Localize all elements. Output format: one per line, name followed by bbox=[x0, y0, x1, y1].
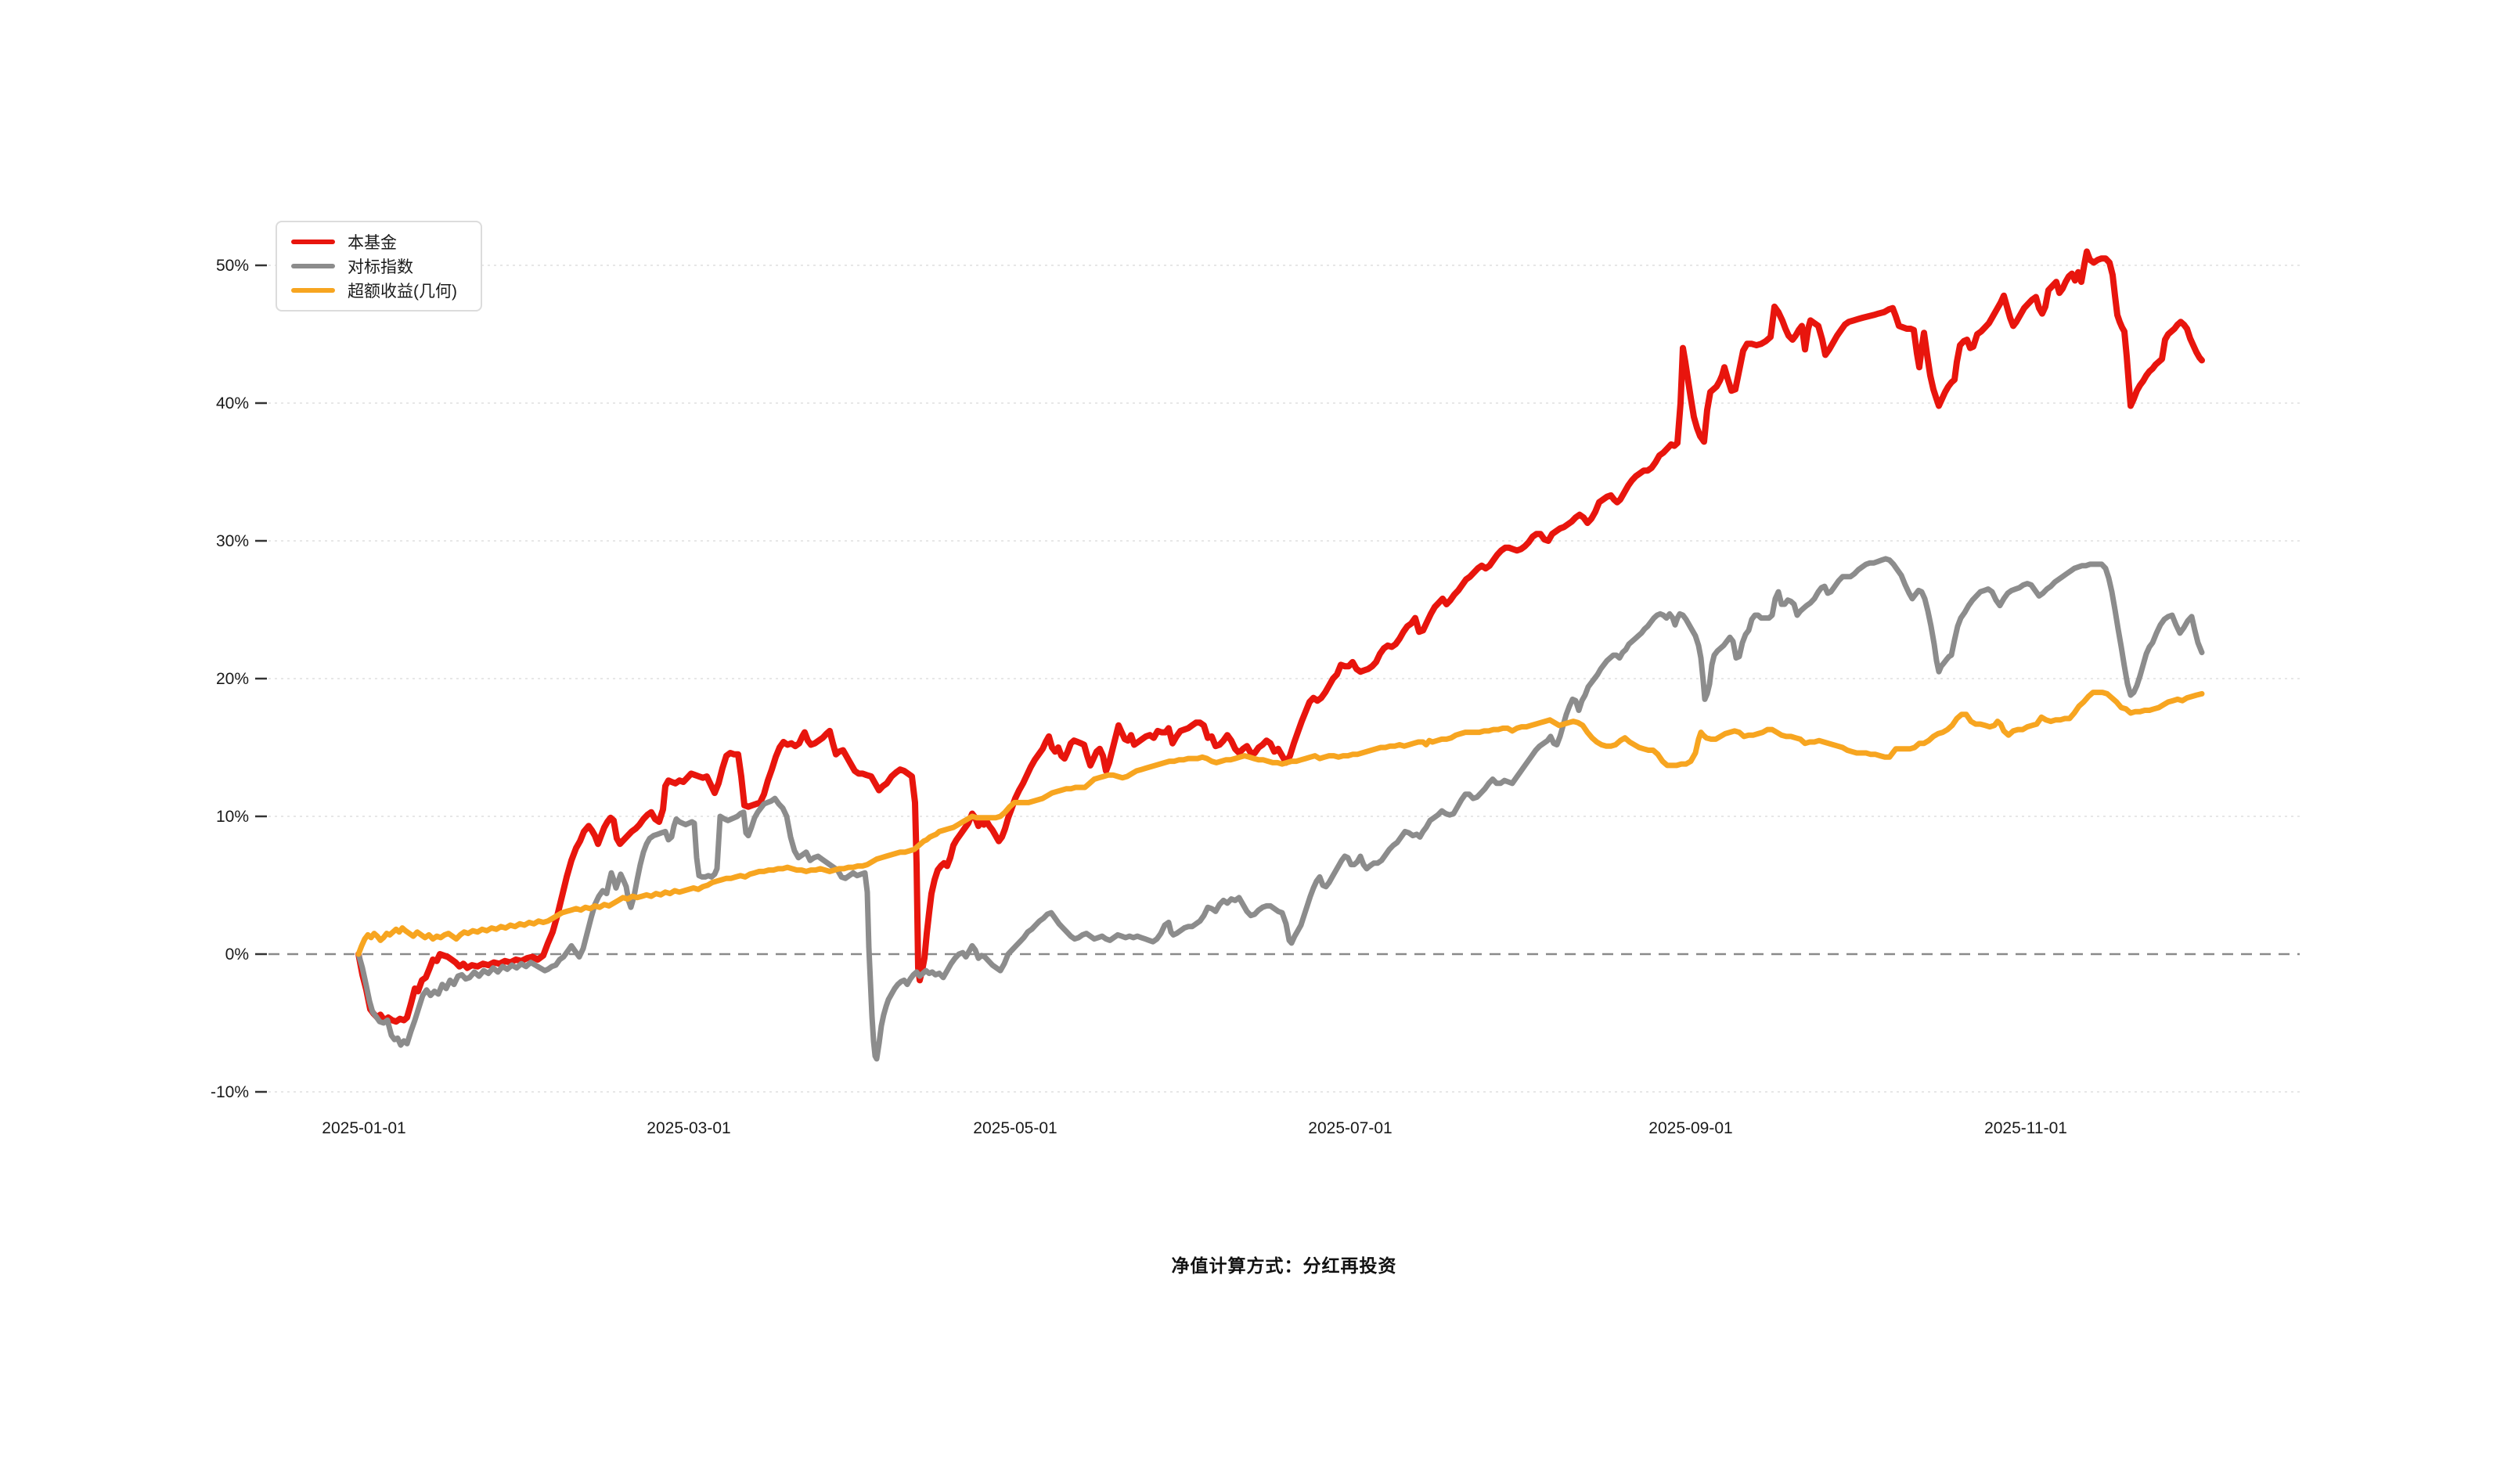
legend-label: 超额收益(几何) bbox=[348, 282, 457, 301]
legend-item-1[interactable]: 对标指数 bbox=[291, 254, 467, 279]
x-axis-label: 2025-11-01 bbox=[1984, 1119, 2067, 1137]
y-axis-label: 30% bbox=[216, 532, 249, 550]
x-axis-label: 2025-03-01 bbox=[647, 1119, 730, 1137]
series-line-1 bbox=[355, 556, 2205, 1062]
x-axis-label: 2025-05-01 bbox=[973, 1119, 1057, 1137]
legend-swatch-icon bbox=[291, 287, 335, 293]
legend-label: 对标指数 bbox=[348, 258, 413, 276]
legend-item-2[interactable]: 超额收益(几何) bbox=[291, 278, 467, 302]
y-axis-label: -10% bbox=[211, 1083, 249, 1101]
y-axis-label: 50% bbox=[216, 257, 249, 275]
nav-method-caption: 净值计算方式：分红再投资 bbox=[1171, 1255, 1397, 1276]
x-axis-label: 2025-01-01 bbox=[322, 1119, 405, 1137]
x-axis-label: 2025-09-01 bbox=[1648, 1119, 1732, 1137]
series-line-0 bbox=[355, 248, 2205, 1025]
y-axis-label: 20% bbox=[216, 670, 249, 688]
x-axis-label: 2025-07-01 bbox=[1308, 1119, 1392, 1137]
series-line-2 bbox=[355, 690, 2205, 957]
legend-swatch-icon bbox=[291, 264, 335, 268]
y-axis-label: 10% bbox=[216, 808, 249, 826]
legend: 本基金对标指数超额收益(几何) bbox=[276, 221, 482, 312]
y-axis-label: 0% bbox=[225, 946, 249, 964]
legend-swatch-icon bbox=[291, 240, 335, 245]
y-axis-label: 40% bbox=[216, 394, 249, 412]
legend-item-0[interactable]: 本基金 bbox=[291, 230, 467, 254]
legend-label: 本基金 bbox=[348, 234, 397, 253]
